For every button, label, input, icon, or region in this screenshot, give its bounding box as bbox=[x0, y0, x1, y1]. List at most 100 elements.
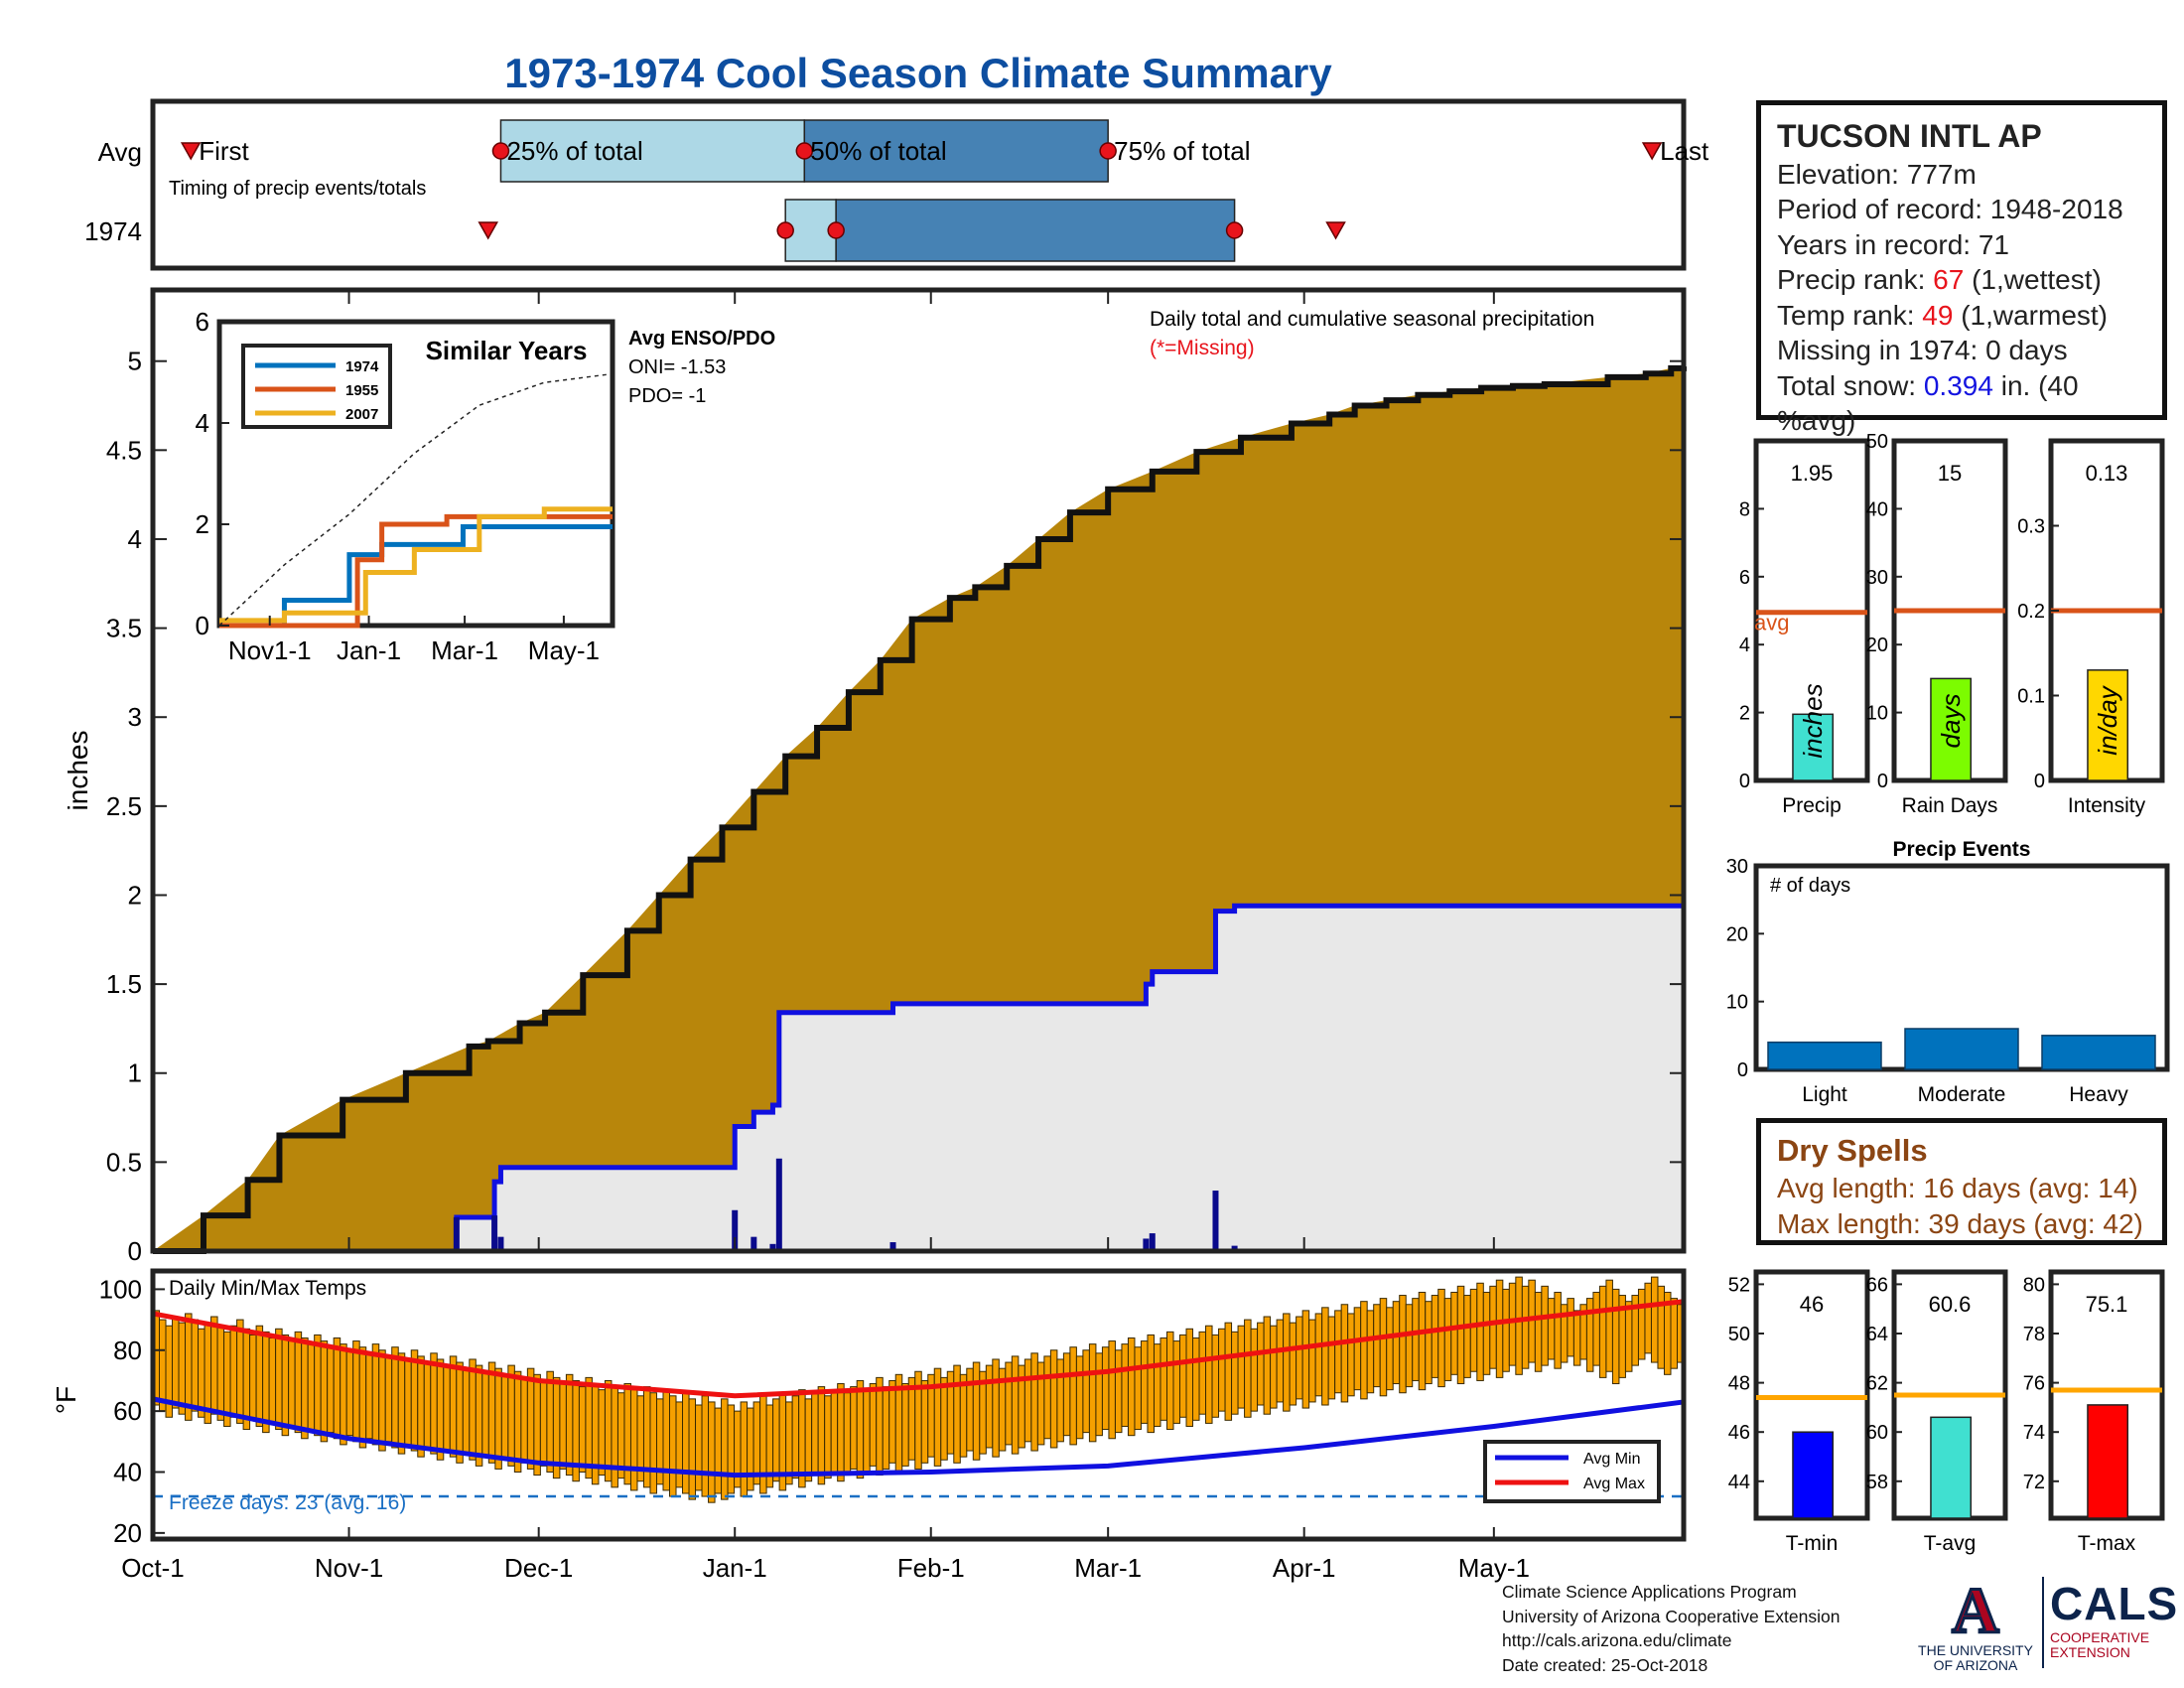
daily-precip-bar bbox=[732, 1209, 739, 1251]
small-panel-y-tick-label: 78 bbox=[2023, 1324, 2045, 1345]
daily-temp-bar bbox=[391, 1346, 399, 1449]
daily-temp-bar bbox=[526, 1367, 535, 1470]
temp-y-tick-label: 80 bbox=[113, 1336, 142, 1365]
daily-temp-bar bbox=[759, 1395, 767, 1494]
temp-y-tick-label: 20 bbox=[113, 1518, 142, 1548]
daily-temp-bar bbox=[546, 1370, 554, 1473]
inset-y-tick-label: 0 bbox=[196, 611, 209, 640]
daily-temp-bar bbox=[1476, 1282, 1484, 1381]
daily-temp-bar bbox=[1263, 1316, 1272, 1415]
daily-temp-bar bbox=[1379, 1298, 1388, 1397]
small-panel-y-tick-label: 0 bbox=[2034, 771, 2045, 792]
daily-temp-bar bbox=[1056, 1358, 1064, 1443]
daily-temp-bar bbox=[1062, 1352, 1071, 1437]
daily-temp-bar bbox=[817, 1386, 826, 1485]
timing-percentile-marker bbox=[1099, 142, 1117, 160]
daily-temp-bar bbox=[198, 1328, 205, 1418]
avg-min-line bbox=[152, 1396, 1685, 1478]
daily-temp-bar bbox=[469, 1358, 477, 1461]
small-panel-category: Rain Days bbox=[1902, 794, 1998, 817]
daily-temp-bar bbox=[1250, 1328, 1259, 1412]
daily-precip-bar bbox=[1143, 1238, 1150, 1251]
legend-avg-min: Avg Min bbox=[1583, 1451, 1641, 1468]
daily-temp-bar bbox=[178, 1322, 187, 1415]
daily-temp-bar bbox=[1541, 1285, 1549, 1366]
small-panel-bar bbox=[1792, 1431, 1835, 1519]
daily-temp-bar bbox=[1114, 1349, 1123, 1434]
timing-last-marker bbox=[1641, 142, 1663, 161]
inset-title: Similar Years bbox=[426, 336, 588, 365]
daily-temp-bar bbox=[824, 1395, 832, 1479]
daily-temp-bar bbox=[1463, 1295, 1471, 1378]
daily-temp-bar bbox=[565, 1373, 574, 1477]
daily-temp-bar bbox=[1399, 1295, 1407, 1394]
small-panel-unit: in/day bbox=[2093, 684, 2122, 755]
year-cumulative-line bbox=[153, 903, 1684, 1254]
small-panel-y-tick-label: 64 bbox=[1866, 1324, 1888, 1345]
daily-temp-bar bbox=[682, 1392, 690, 1494]
daily-temp-bar bbox=[1101, 1346, 1110, 1431]
dry-spells-title: Dry Spells bbox=[1777, 1133, 1928, 1168]
timing-caption: Timing of precip events/totals bbox=[169, 178, 426, 200]
daily-temp-bar bbox=[1502, 1288, 1510, 1372]
daily-temp-bar bbox=[449, 1355, 458, 1458]
daily-temp-bar bbox=[333, 1337, 341, 1440]
timing-first-marker bbox=[478, 221, 498, 240]
daily-temp-bar bbox=[933, 1367, 942, 1467]
daily-temp-bar bbox=[752, 1401, 761, 1485]
daily-temp-bar bbox=[888, 1379, 896, 1464]
small-panel-unit: inches bbox=[1798, 683, 1828, 758]
small-panel-value: 15 bbox=[1938, 461, 1962, 486]
small-panel-y-tick-label: 0.2 bbox=[2017, 601, 2045, 623]
small-panel-category: T-min bbox=[1786, 1532, 1839, 1555]
small-panel-y-tick-label: 74 bbox=[2023, 1422, 2045, 1444]
small-panel-avg-label: avg bbox=[1754, 611, 1789, 635]
station-elevation: Elevation: 777m bbox=[1777, 158, 1977, 190]
daily-temp-bar bbox=[1205, 1325, 1213, 1424]
small-panel-value: 1.95 bbox=[1791, 461, 1834, 486]
daily-temp-bar bbox=[1489, 1285, 1497, 1369]
precip-y-tick-label: 2 bbox=[128, 880, 142, 910]
footer-line-4: Date created: 25-Oct-2018 bbox=[1502, 1654, 1708, 1675]
daily-precip-bar bbox=[1231, 1245, 1238, 1251]
small-panel-y-tick-label: 44 bbox=[1728, 1472, 1750, 1493]
inset-legend-label: 1955 bbox=[345, 382, 378, 399]
small-panel-y-tick-label: 50 bbox=[1728, 1324, 1750, 1345]
timing-first-label: First bbox=[199, 136, 249, 166]
timing-first-marker bbox=[180, 142, 202, 161]
timing-percentile-marker bbox=[1225, 221, 1244, 239]
small-panel-y-tick-label: 0.3 bbox=[2017, 516, 2045, 538]
daily-temp-bar bbox=[404, 1358, 412, 1446]
daily-temp-bar bbox=[513, 1370, 522, 1473]
daily-temp-bar bbox=[487, 1361, 496, 1464]
daily-temp-bar bbox=[598, 1389, 606, 1477]
daily-temp-bar bbox=[1127, 1337, 1136, 1437]
daily-temp-bar bbox=[708, 1401, 716, 1503]
daily-temp-bar bbox=[159, 1319, 167, 1412]
events-y-tick-label: 20 bbox=[1726, 923, 1748, 945]
daily-temp-bar bbox=[901, 1383, 909, 1467]
daily-temp-bar bbox=[358, 1346, 367, 1449]
daily-temp-bar bbox=[242, 1328, 251, 1431]
daily-temp-bar bbox=[591, 1383, 600, 1485]
temp-rank: Temp rank: 49 (1,warmest) bbox=[1777, 299, 2109, 331]
daily-temp-bar bbox=[436, 1358, 445, 1461]
daily-temp-bar bbox=[1482, 1291, 1491, 1375]
events-category: Heavy bbox=[2069, 1083, 2128, 1106]
chart-title: 1973-1974 Cool Season Climate Summary bbox=[504, 50, 1332, 96]
daily-temp-bar bbox=[481, 1370, 489, 1458]
daily-temp-bar bbox=[791, 1395, 800, 1479]
precip-y-tick-label: 4.5 bbox=[106, 435, 142, 465]
dry-spells-avg: Avg length: 16 days (avg: 14) bbox=[1777, 1173, 2138, 1203]
station-period: Period of record: 1948-2018 bbox=[1777, 194, 2123, 224]
precip-panel: 0 0.5 1 1.5 2 2.5 3 3.5 4 4.5 5 inches Daily total… bbox=[63, 287, 1687, 1266]
events-y-tick-label: 0 bbox=[1737, 1059, 1748, 1081]
footer-line-3: http://cals.arizona.edu/climate bbox=[1502, 1630, 1732, 1650]
daily-temp-bar bbox=[1082, 1349, 1090, 1434]
timing-p75-label: 75% of total bbox=[1114, 136, 1250, 166]
month-label: Dec-1 bbox=[504, 1553, 573, 1583]
events-title: Precip Events bbox=[1893, 838, 2031, 861]
daily-temp-bar bbox=[740, 1401, 749, 1497]
daily-temp-bar bbox=[1237, 1325, 1246, 1409]
daily-temp-bar bbox=[384, 1355, 393, 1443]
